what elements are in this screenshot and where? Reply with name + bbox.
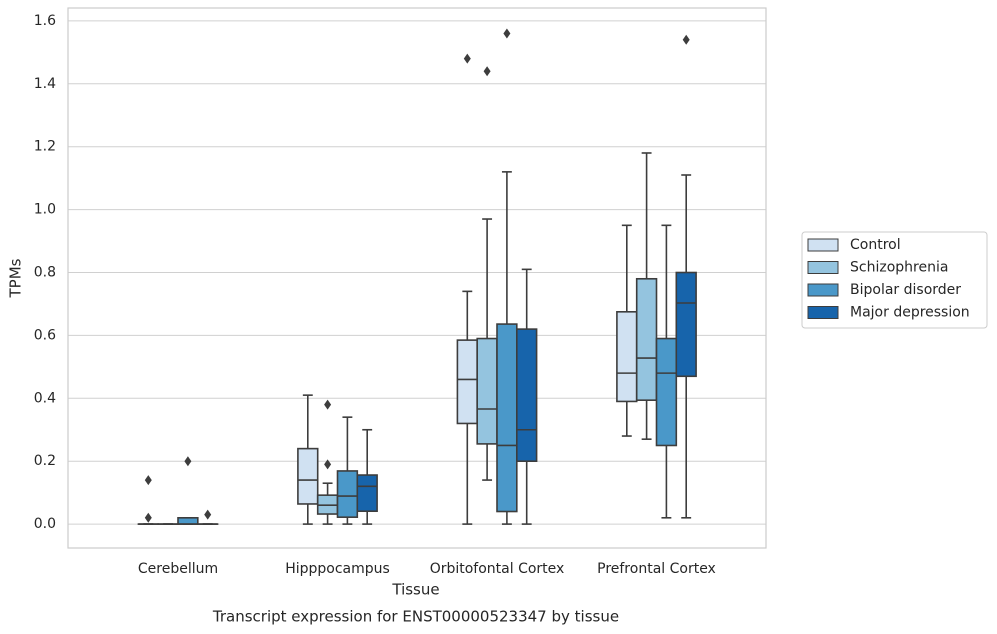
legend-frame [801,231,988,329]
box [675,271,697,378]
legend-swatch [807,261,839,274]
box [297,447,319,505]
box [356,474,378,513]
box [336,470,359,518]
box [515,328,538,462]
legend-swatch [807,283,839,297]
plot-frame [67,7,767,549]
y-tick-label: 1.6 [34,13,56,29]
box [177,517,199,525]
x-tick-label: Hipppocampus [285,561,390,577]
outlier [144,475,152,486]
legend-label: Control [850,237,901,253]
outlier [503,28,511,39]
legend-swatch [807,238,839,252]
box [616,311,638,403]
x-tick-label: Cerebellum [138,561,218,577]
outlier [682,34,690,45]
y-axis-label: TPMs [7,258,25,298]
chart-title: Transcript expression for ENST0000052334… [212,608,619,626]
x-axis-label: Tissue [391,581,439,599]
legend-label: Major depression [850,305,970,321]
outlier [204,509,212,520]
y-tick-label: 1.0 [34,202,56,218]
y-tick-label: 1.4 [34,76,56,92]
box [496,323,518,513]
y-tick-label: 0.8 [34,264,56,280]
legend-label: Schizophrenia [850,260,948,276]
outlier [463,53,471,64]
outlier [324,399,332,410]
legend-swatch [807,306,839,319]
outlier [483,66,491,77]
outlier [184,456,192,467]
box [456,339,478,425]
y-tick-label: 0.6 [34,327,56,343]
x-tick-label: Orbitofontal Cortex [430,561,565,577]
x-tick-label: Prefrontal Cortex [597,561,716,577]
box [476,337,498,445]
box [655,337,678,447]
legend-label: Bipolar disorder [850,282,961,298]
y-tick-label: 0.4 [34,390,56,406]
outlier [144,512,152,523]
outlier [324,459,332,470]
y-tick-label: 0.2 [34,453,56,469]
box [635,277,658,401]
y-tick-label: 0.0 [34,516,56,532]
legend: Control Schizophrenia Bipolar disorder Majo… [801,231,988,329]
y-tick-label: 1.2 [34,139,56,155]
